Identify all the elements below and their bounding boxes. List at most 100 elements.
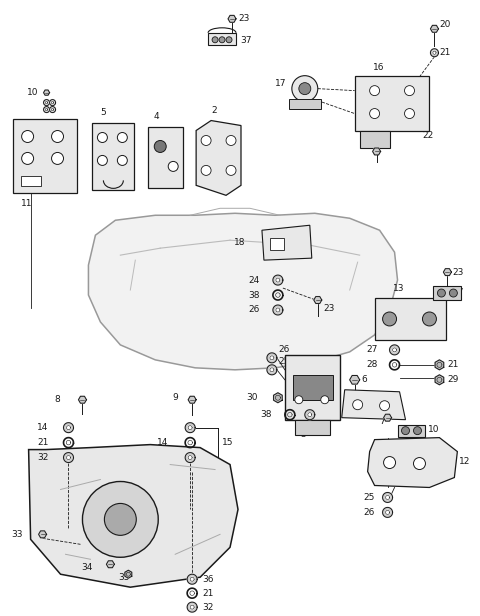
Polygon shape xyxy=(270,356,274,360)
Bar xyxy=(270,238,284,250)
Polygon shape xyxy=(393,348,396,352)
Text: 33: 33 xyxy=(11,530,23,539)
Text: 32: 32 xyxy=(37,453,48,462)
Circle shape xyxy=(51,152,63,164)
Polygon shape xyxy=(185,453,195,463)
Bar xyxy=(12,118,77,193)
Polygon shape xyxy=(187,602,197,612)
Polygon shape xyxy=(187,574,197,584)
Polygon shape xyxy=(390,345,399,355)
Polygon shape xyxy=(107,561,114,568)
Polygon shape xyxy=(88,213,397,370)
Circle shape xyxy=(51,131,63,142)
Circle shape xyxy=(219,37,225,43)
Text: 2: 2 xyxy=(211,106,216,115)
Polygon shape xyxy=(67,456,71,460)
Text: 28: 28 xyxy=(367,360,378,370)
Circle shape xyxy=(402,427,409,435)
Polygon shape xyxy=(190,605,194,609)
Text: 18: 18 xyxy=(234,238,245,246)
Polygon shape xyxy=(444,269,451,275)
Circle shape xyxy=(226,37,232,43)
Circle shape xyxy=(201,166,211,176)
Polygon shape xyxy=(44,107,49,113)
Polygon shape xyxy=(368,437,457,487)
Text: 34: 34 xyxy=(81,563,93,572)
Circle shape xyxy=(295,395,303,403)
Polygon shape xyxy=(385,511,390,514)
Polygon shape xyxy=(44,100,49,105)
Polygon shape xyxy=(305,410,315,419)
Bar xyxy=(295,419,330,435)
Polygon shape xyxy=(46,108,48,111)
Circle shape xyxy=(292,76,318,102)
Polygon shape xyxy=(63,453,73,463)
Polygon shape xyxy=(46,102,48,103)
Text: 21: 21 xyxy=(447,360,459,370)
Circle shape xyxy=(405,108,415,118)
Circle shape xyxy=(449,289,457,297)
Polygon shape xyxy=(435,375,444,385)
Bar xyxy=(360,131,390,148)
Circle shape xyxy=(321,395,329,403)
Text: 27: 27 xyxy=(367,346,378,354)
Polygon shape xyxy=(372,148,381,155)
Circle shape xyxy=(154,140,166,152)
Circle shape xyxy=(226,166,236,176)
Text: 10: 10 xyxy=(428,425,439,434)
Polygon shape xyxy=(431,25,438,32)
Circle shape xyxy=(299,83,311,95)
Polygon shape xyxy=(125,570,132,578)
Bar xyxy=(433,286,461,300)
Text: 16: 16 xyxy=(372,63,384,72)
Text: 9: 9 xyxy=(172,393,178,402)
Text: 25: 25 xyxy=(363,493,374,502)
Polygon shape xyxy=(29,445,238,587)
Text: 32: 32 xyxy=(202,602,214,612)
Polygon shape xyxy=(308,413,312,416)
Polygon shape xyxy=(78,396,86,403)
Text: 21: 21 xyxy=(202,589,214,598)
Polygon shape xyxy=(63,423,73,432)
Text: 5: 5 xyxy=(100,108,106,117)
Polygon shape xyxy=(385,495,390,500)
Text: 23: 23 xyxy=(324,304,335,312)
Text: 37: 37 xyxy=(240,36,252,45)
Text: 1: 1 xyxy=(394,411,399,420)
Text: 12: 12 xyxy=(459,457,471,466)
Text: 21: 21 xyxy=(37,438,48,447)
Polygon shape xyxy=(276,308,280,312)
Circle shape xyxy=(380,401,390,411)
Polygon shape xyxy=(196,121,241,195)
Text: 17: 17 xyxy=(275,79,287,88)
Bar xyxy=(208,33,236,45)
Text: 26: 26 xyxy=(248,306,259,315)
Polygon shape xyxy=(383,492,393,503)
Polygon shape xyxy=(51,108,54,111)
Text: 6: 6 xyxy=(361,375,367,384)
Polygon shape xyxy=(276,278,280,282)
Text: 11: 11 xyxy=(21,199,32,208)
Text: 20: 20 xyxy=(439,20,451,30)
Circle shape xyxy=(212,37,218,43)
Circle shape xyxy=(22,131,34,142)
Circle shape xyxy=(422,312,436,326)
Bar xyxy=(21,176,41,187)
Circle shape xyxy=(97,132,108,142)
Circle shape xyxy=(168,161,178,171)
Circle shape xyxy=(117,132,127,142)
Text: 26: 26 xyxy=(363,508,374,517)
Text: 37: 37 xyxy=(452,288,464,296)
Polygon shape xyxy=(228,15,236,22)
Circle shape xyxy=(413,458,425,469)
Circle shape xyxy=(104,503,136,535)
Polygon shape xyxy=(435,360,444,370)
Text: 23: 23 xyxy=(452,267,464,277)
Circle shape xyxy=(353,400,363,410)
Text: 3: 3 xyxy=(300,430,306,439)
Polygon shape xyxy=(273,305,283,315)
Circle shape xyxy=(384,456,396,469)
Text: 13: 13 xyxy=(393,283,404,293)
Circle shape xyxy=(97,155,108,166)
Circle shape xyxy=(437,289,445,297)
